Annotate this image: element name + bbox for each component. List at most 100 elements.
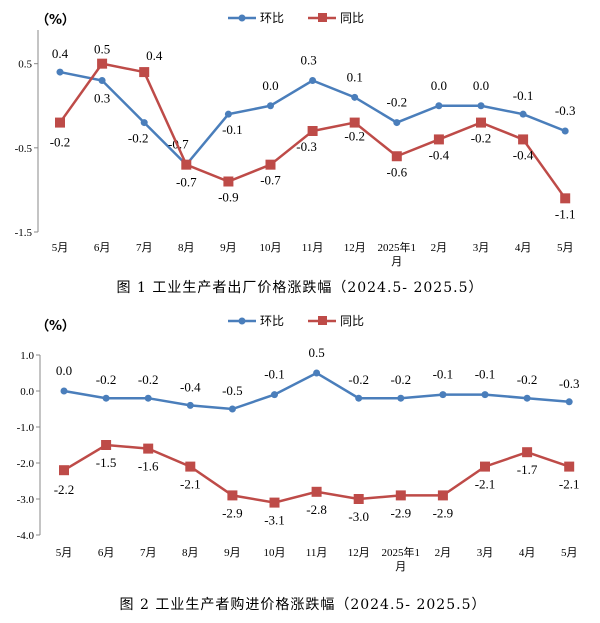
chart2-data-label-tongbi: -3.0 xyxy=(348,509,369,524)
chart2-point-huanbi xyxy=(144,394,152,402)
chart2-data-label-tongbi: -2.9 xyxy=(433,505,454,520)
chart1-point-huanbi xyxy=(393,119,401,127)
chart2-point-tongbi xyxy=(227,490,238,501)
chart2-data-label-huanbi: 0.0 xyxy=(56,363,72,378)
chart2-x-tick-label: 10月 xyxy=(264,547,286,559)
chart1-point-tongbi xyxy=(181,159,192,170)
chart2-data-label-tongbi: -2.1 xyxy=(180,477,201,492)
chart2-legend-marker-huanbi xyxy=(238,317,246,325)
chart2-y-tick-label: 0.0 xyxy=(20,386,34,398)
chart1-point-huanbi xyxy=(140,119,148,127)
chart1-x-tick-label: 4月 xyxy=(515,242,532,254)
chart2-data-label-huanbi: -0.5 xyxy=(222,383,243,398)
chart1-legend-label-huanbi: 环比 xyxy=(260,11,284,25)
chart1-data-label-huanbi: -0.1 xyxy=(222,122,243,137)
chart1-x-tick-label: 12月 xyxy=(344,242,366,254)
chart1-data-label-tongbi: -0.2 xyxy=(471,131,492,146)
chart1-data-label-tongbi: 0.5 xyxy=(94,42,110,57)
chart1-data-label-huanbi: 0.0 xyxy=(262,78,278,93)
chart1-data-label-huanbi: -0.2 xyxy=(128,131,149,146)
chart2-unit-label: （%） xyxy=(36,318,75,334)
chart1-x-tick-label: 5月 xyxy=(52,242,69,254)
chart2-data-label-huanbi: -0.2 xyxy=(391,372,412,387)
chart1-data-label-tongbi: -0.2 xyxy=(344,129,365,144)
chart1-point-huanbi xyxy=(351,93,359,101)
chart2-legend-label-huanbi: 环比 xyxy=(260,314,284,328)
chart2-data-label-huanbi: -0.1 xyxy=(264,367,285,382)
chart1-data-label-huanbi: -0.1 xyxy=(513,88,534,103)
chart2-data-label-tongbi: -2.1 xyxy=(559,477,580,492)
chart2-point-tongbi xyxy=(395,490,406,501)
chart2-data-label-tongbi: -3.1 xyxy=(264,513,285,528)
chart2-data-label-huanbi: -0.2 xyxy=(348,372,369,387)
chart1-data-label-tongbi: -0.9 xyxy=(218,190,239,205)
chart1-data-label-tongbi: -0.7 xyxy=(260,173,281,188)
chart2-data-label-tongbi: -2.1 xyxy=(475,477,496,492)
chart1-point-tongbi xyxy=(391,151,402,162)
chart2-data-label-tongbi: -2.2 xyxy=(54,482,75,497)
chart1-data-label-tongbi: -0.3 xyxy=(296,139,317,154)
chart1-data-label-huanbi: 0.4 xyxy=(52,46,69,61)
chart1-data-label-tongbi: -0.4 xyxy=(513,147,534,162)
chart1-point-huanbi xyxy=(98,77,106,84)
chart2-caption: 图 2 工业生产者购进价格涨跌幅（2024.5- 2025.5） xyxy=(120,597,487,613)
chart2-point-huanbi xyxy=(102,394,110,402)
chart2-data-label-tongbi: -1.6 xyxy=(138,459,159,474)
chart2-point-huanbi xyxy=(271,391,278,399)
chart1-legend-marker-tongbi xyxy=(318,13,327,22)
chart1-data-label-huanbi: 0.0 xyxy=(431,78,447,93)
chart2-point-tongbi xyxy=(269,497,280,508)
chart2-point-tongbi xyxy=(353,494,364,504)
chart2-y-tick-label: -4.0 xyxy=(17,530,35,542)
chart1-point-tongbi xyxy=(349,117,360,128)
chart2-legend-label-tongbi: 同比 xyxy=(340,314,364,328)
chart1-data-label-tongbi: -0.6 xyxy=(387,164,408,179)
chart1-y-tick-label: 0.5 xyxy=(18,59,32,71)
chart2-y-tick-label: -2.0 xyxy=(17,458,35,470)
chart2-point-huanbi xyxy=(186,401,194,409)
chart2-point-huanbi xyxy=(439,391,447,399)
chart2-point-huanbi xyxy=(60,387,68,395)
chart2-x-tick-label: 8月 xyxy=(182,547,199,559)
chart1-point-tongbi xyxy=(476,117,486,128)
chart2-x-tick-label: 2月 xyxy=(435,547,452,559)
chart1-y-tick-label: -0.5 xyxy=(15,143,33,155)
chart1-caption: 图 1 工业生产者出厂价格涨跌幅（2024.5- 2025.5） xyxy=(117,280,484,296)
chart2-point-tongbi xyxy=(522,447,533,458)
chart1-data-label-huanbi: 0.1 xyxy=(347,69,363,84)
chart2-x-tick-label: 4月 xyxy=(519,547,536,559)
chart2-data-label-tongbi: -1.5 xyxy=(96,455,117,470)
chart1-point-tongbi xyxy=(97,58,108,69)
chart2-y-tick-label: -1.0 xyxy=(17,422,35,434)
chart1-data-label-huanbi: -0.7 xyxy=(168,137,189,152)
chart2-data-label-huanbi: -0.4 xyxy=(180,379,201,394)
chart1-data-label-tongbi: 0.4 xyxy=(146,48,163,63)
chart1-point-tongbi xyxy=(223,176,234,187)
chart1-x-tick-label: 3月 xyxy=(473,242,490,254)
chart2-data-label-huanbi: 0.5 xyxy=(308,345,324,360)
chart2-point-huanbi xyxy=(397,394,405,402)
chart1-data-label-huanbi: 0.3 xyxy=(300,53,316,68)
chart2-data-label-tongbi: -2.9 xyxy=(222,505,243,520)
chart1-data-label-tongbi: -1.1 xyxy=(555,206,576,221)
chart1-data-label-tongbi: -0.7 xyxy=(176,175,197,190)
chart1-point-huanbi xyxy=(224,110,232,118)
chart1-point-tongbi xyxy=(307,126,318,136)
chart2-point-huanbi xyxy=(228,405,236,413)
chart2-point-tongbi xyxy=(185,461,196,472)
chart2-data-label-huanbi: -0.2 xyxy=(96,372,117,387)
chart1-point-huanbi xyxy=(309,77,317,84)
chart1-x-tick-label: 2025年1 月 xyxy=(378,240,417,268)
chart2-data-label-huanbi: -0.1 xyxy=(433,367,454,382)
chart2-point-huanbi xyxy=(565,398,573,406)
chart1-x-tick-label: 10月 xyxy=(260,242,282,254)
chart2-x-tick-label: 3月 xyxy=(477,547,494,559)
chart1-point-huanbi xyxy=(519,110,527,118)
chart2-point-tongbi xyxy=(480,461,490,472)
chart1-x-tick-label: 8月 xyxy=(178,242,195,254)
chart2-data-label-huanbi: -0.2 xyxy=(517,372,538,387)
chart1-point-tongbi xyxy=(139,67,150,78)
chart2-point-huanbi xyxy=(481,391,489,399)
chart2-point-tongbi xyxy=(59,465,69,476)
